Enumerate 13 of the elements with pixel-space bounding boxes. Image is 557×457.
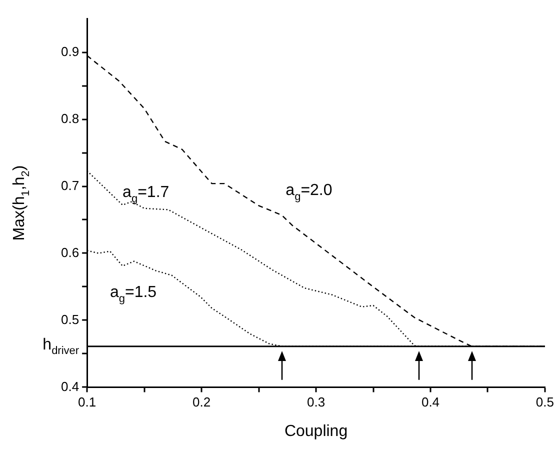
y-tick-label: 0.5 bbox=[60, 312, 80, 327]
x-tick-label: 0.5 bbox=[536, 394, 554, 410]
x-axis-title: Coupling bbox=[284, 422, 348, 440]
x-tick-label: 0.4 bbox=[421, 394, 440, 410]
x-tick-label: 0.2 bbox=[192, 394, 211, 410]
y-tick-label: 0.7 bbox=[60, 178, 80, 193]
x-tick-label: 0.1 bbox=[78, 394, 96, 410]
y-tick-label: 0.8 bbox=[60, 110, 80, 126]
y-axis-title: Max(h1,h2) bbox=[11, 165, 32, 241]
y-tick-label: 0.4 bbox=[60, 378, 80, 394]
x-tick-label: 0.3 bbox=[306, 394, 326, 410]
y-tick-label: 0.9 bbox=[60, 44, 80, 59]
y-tick-label: 0.6 bbox=[60, 244, 80, 260]
